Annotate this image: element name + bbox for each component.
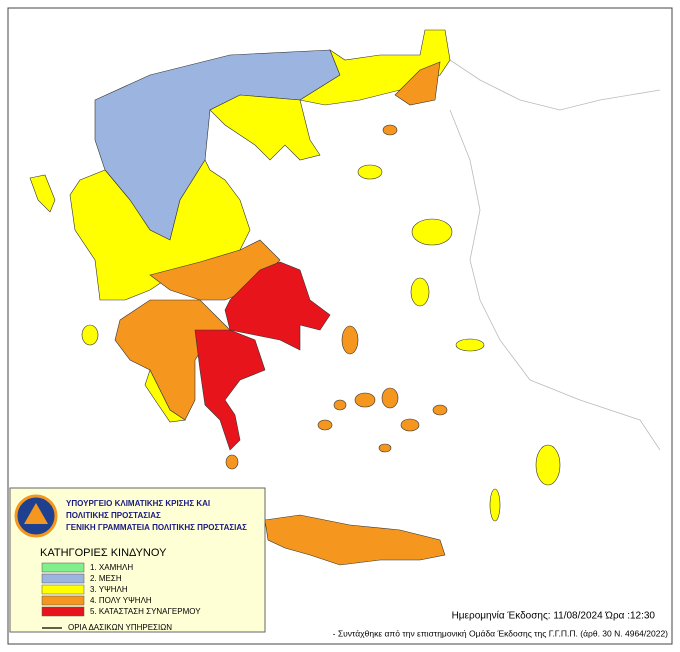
region bbox=[411, 218, 453, 246]
region bbox=[81, 324, 99, 346]
region bbox=[144, 369, 186, 423]
region bbox=[299, 29, 451, 106]
legend-label: 3. ΥΨΗΛΗ bbox=[90, 585, 128, 594]
header-line: ΓΕΝΙΚΗ ΓΡΑΜΜΑΤΕΙΑ ΠΟΛΙΤΙΚΗΣ ΠΡΟΣΤΑΣΙΑΣ bbox=[66, 523, 247, 532]
region bbox=[194, 329, 266, 451]
legend-swatch bbox=[41, 584, 85, 595]
region bbox=[29, 174, 56, 213]
legend-swatch bbox=[41, 562, 85, 573]
legend-label: 1. ΧΑΜΗΛΗ bbox=[90, 563, 133, 572]
coastline bbox=[449, 109, 661, 451]
footer-note: - Συντάχθηκε από την επιστημονική Ομάδα … bbox=[333, 628, 668, 638]
region bbox=[489, 488, 501, 522]
region bbox=[432, 404, 448, 416]
region bbox=[535, 444, 561, 486]
region bbox=[333, 399, 347, 411]
region bbox=[381, 387, 399, 409]
region bbox=[341, 325, 359, 355]
legend-label: 2. ΜΕΣΗ bbox=[90, 574, 122, 583]
region bbox=[354, 392, 376, 408]
region bbox=[224, 261, 331, 351]
legend-title: ΚΑΤΗΓΟΡΙΕΣ ΚΙΝΔΥΝΟΥ bbox=[40, 547, 167, 559]
legend-swatch bbox=[41, 606, 85, 617]
legend-label: 4. ΠΟΛΥ ΥΨΗΛΗ bbox=[90, 596, 152, 605]
region bbox=[410, 277, 430, 307]
region bbox=[455, 338, 485, 352]
neighbour-coast bbox=[449, 59, 661, 451]
logo-mark bbox=[24, 503, 48, 524]
region bbox=[382, 124, 398, 136]
issued-date: Ημερομηνία Έκδοσης: 11/08/2024 Ώρα :12:3… bbox=[452, 610, 656, 622]
region bbox=[378, 443, 392, 453]
coastline bbox=[449, 59, 661, 111]
region bbox=[317, 419, 333, 431]
region bbox=[357, 164, 383, 180]
legend-swatch bbox=[41, 595, 85, 606]
region bbox=[394, 61, 441, 106]
legend-items: 1. ΧΑΜΗΛΗ 2. ΜΕΣΗ 3. ΥΨΗΛΗ 4. ΠΟΛΥ ΥΨΗΛΗ 5. … bbox=[41, 562, 201, 617]
region bbox=[400, 418, 420, 432]
legend-swatch bbox=[41, 573, 85, 584]
region bbox=[225, 454, 239, 470]
boundary-label: ΟΡΙΑ ΔΑΣΙΚΩΝ ΥΠΗΡΕΣΙΩΝ bbox=[68, 623, 172, 632]
region bbox=[264, 514, 446, 566]
header-line: ΠΟΛΙΤΙΚΗΣ ΠΡΟΣΤΑΣΙΑΣ bbox=[66, 511, 161, 520]
legend-label: 5. ΚΑΤΑΣΤΑΣΗ ΣΥΝΑΓΕΡΜΟΥ bbox=[90, 607, 201, 616]
risk-regions bbox=[29, 29, 561, 566]
header-line: ΥΠΟΥΡΓΕΙΟ ΚΛΙΜΑΤΙΚΗΣ ΚΡΙΣΗΣ ΚΑΙ bbox=[66, 499, 210, 508]
region bbox=[209, 94, 321, 161]
